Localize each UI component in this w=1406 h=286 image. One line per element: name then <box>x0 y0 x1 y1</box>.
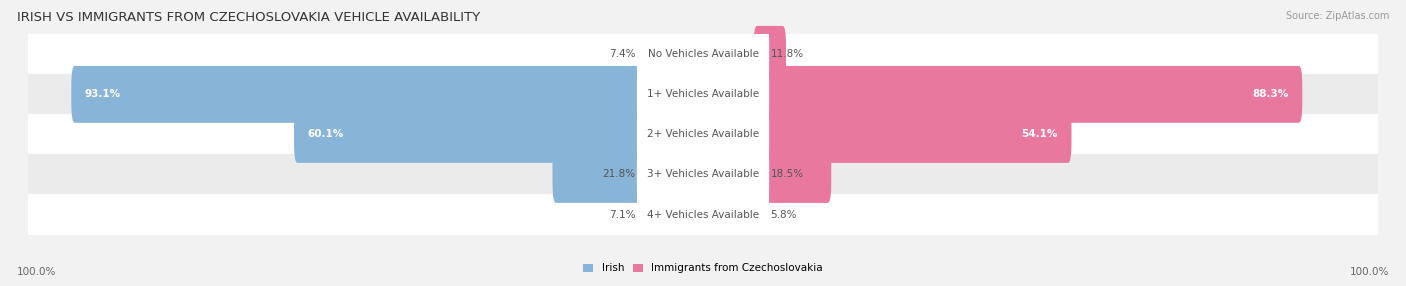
Text: 93.1%: 93.1% <box>84 90 121 99</box>
Text: 4+ Vehicles Available: 4+ Vehicles Available <box>647 210 759 219</box>
Bar <box>28 154 1378 194</box>
FancyBboxPatch shape <box>637 172 769 257</box>
FancyBboxPatch shape <box>637 92 769 177</box>
Text: 60.1%: 60.1% <box>308 130 344 139</box>
FancyBboxPatch shape <box>754 146 831 203</box>
FancyBboxPatch shape <box>637 11 769 97</box>
Text: 11.8%: 11.8% <box>770 49 804 59</box>
FancyBboxPatch shape <box>754 26 786 83</box>
Text: 3+ Vehicles Available: 3+ Vehicles Available <box>647 170 759 179</box>
Text: 100.0%: 100.0% <box>1350 267 1389 277</box>
Bar <box>28 74 1378 114</box>
Text: 54.1%: 54.1% <box>1022 130 1057 139</box>
FancyBboxPatch shape <box>754 66 1302 123</box>
Text: 21.8%: 21.8% <box>602 170 636 179</box>
Text: 18.5%: 18.5% <box>770 170 804 179</box>
Text: Source: ZipAtlas.com: Source: ZipAtlas.com <box>1285 11 1389 21</box>
FancyBboxPatch shape <box>553 146 652 203</box>
Text: 100.0%: 100.0% <box>17 267 56 277</box>
Bar <box>28 34 1378 74</box>
Bar <box>28 114 1378 154</box>
Text: 1+ Vehicles Available: 1+ Vehicles Available <box>647 90 759 99</box>
Text: IRISH VS IMMIGRANTS FROM CZECHOSLOVAKIA VEHICLE AVAILABILITY: IRISH VS IMMIGRANTS FROM CZECHOSLOVAKIA … <box>17 11 479 24</box>
Text: 88.3%: 88.3% <box>1253 90 1289 99</box>
FancyBboxPatch shape <box>637 132 769 217</box>
Bar <box>28 194 1378 235</box>
Text: No Vehicles Available: No Vehicles Available <box>648 49 758 59</box>
FancyBboxPatch shape <box>72 66 652 123</box>
Text: 5.8%: 5.8% <box>770 210 797 219</box>
Text: 7.4%: 7.4% <box>609 49 636 59</box>
Text: 7.1%: 7.1% <box>609 210 636 219</box>
FancyBboxPatch shape <box>637 51 769 137</box>
Legend: Irish, Immigrants from Czechoslovakia: Irish, Immigrants from Czechoslovakia <box>583 263 823 273</box>
FancyBboxPatch shape <box>754 106 1071 163</box>
FancyBboxPatch shape <box>294 106 652 163</box>
Text: 2+ Vehicles Available: 2+ Vehicles Available <box>647 130 759 139</box>
